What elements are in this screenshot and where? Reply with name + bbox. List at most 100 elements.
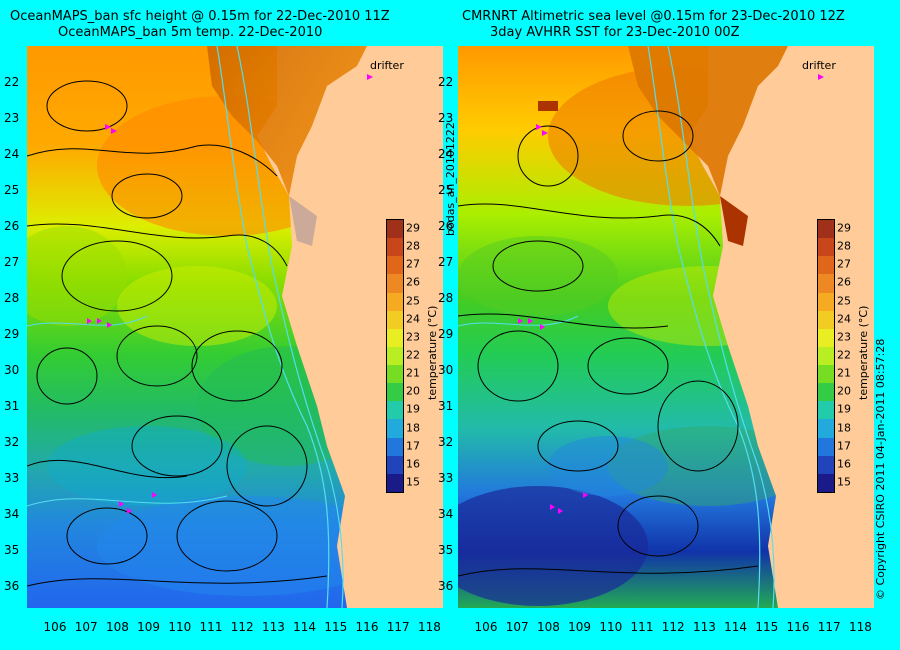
colorbar-swatch	[387, 328, 403, 348]
y-tick-label: 31	[4, 399, 20, 413]
colorbar-swatch	[818, 383, 834, 402]
left-title-line1: OceanMAPS_ban sfc height @ 0.15m for 22-…	[10, 9, 390, 24]
colorbar-tick-label: 25	[837, 294, 851, 308]
y-tick-label: 32	[438, 435, 454, 449]
colorbar-left	[386, 219, 404, 493]
colorbar-tick-label: 24	[406, 312, 420, 326]
right-map-panel	[458, 46, 874, 608]
y-tick-label: 35	[4, 543, 20, 557]
colorbar-swatch	[818, 238, 834, 257]
colorbar-tick-label: 27	[406, 257, 420, 271]
x-tick-label: 112	[230, 620, 254, 634]
x-tick-label: 118	[848, 620, 872, 634]
colorbar-swatch	[387, 455, 403, 475]
colorbar-swatch	[818, 455, 834, 475]
colorbar-tick-label: 16	[837, 457, 851, 471]
x-tick-label: 113	[692, 620, 716, 634]
colorbar-tick-label: 28	[837, 239, 851, 253]
colorbar-tick-label: 20	[406, 384, 420, 398]
colorbar-tick-label: 16	[406, 457, 420, 471]
colorbar-label-left: temperature (°C)	[426, 305, 439, 400]
colorbar-swatch	[818, 401, 834, 420]
colorbar-tick-label: 19	[406, 402, 420, 416]
y-tick-label: 35	[438, 543, 454, 557]
colorbar-swatch	[818, 473, 834, 493]
colorbar-tick-label: 28	[406, 239, 420, 253]
y-tick-label: 34	[438, 507, 454, 521]
y-tick-label: 36	[438, 579, 454, 593]
y-tick-label: 33	[4, 471, 20, 485]
colorbar-tick-label: 26	[837, 275, 851, 289]
colorbar-tick-label: 17	[406, 439, 420, 453]
colorbar-tick-label: 22	[837, 348, 851, 362]
colorbar-swatch	[387, 419, 403, 439]
x-tick-label: 106	[43, 620, 67, 634]
left-title-line2: OceanMAPS_ban 5m temp. 22-Dec-2010	[58, 25, 323, 40]
colorbar-swatch	[818, 419, 834, 439]
drifter-markers-right	[518, 74, 824, 514]
y-tick-label: 22	[438, 75, 454, 89]
x-tick-label: 117	[817, 620, 841, 634]
colorbar-swatch	[387, 292, 403, 312]
x-tick-label: 109	[137, 620, 161, 634]
colorbar-swatch	[818, 437, 834, 457]
x-tick-label: 111	[630, 620, 654, 634]
x-tick-label: 108	[536, 620, 560, 634]
y-tick-label: 30	[4, 363, 20, 377]
drifter-markers	[87, 74, 373, 514]
drifter-label-left: drifter	[370, 59, 404, 72]
left-map	[27, 46, 443, 608]
left-map-panel	[27, 46, 443, 608]
y-tick-label: 28	[438, 291, 454, 305]
y-tick-label: 27	[438, 255, 454, 269]
y-tick-label: 27	[4, 255, 20, 269]
x-tick-label: 114	[293, 620, 317, 634]
colorbar-swatch	[387, 346, 403, 366]
colorbar-swatch	[387, 310, 403, 330]
colorbar-swatch	[387, 365, 403, 384]
x-tick-label: 116	[786, 620, 810, 634]
colorbar-swatch	[387, 401, 403, 420]
y-tick-label: 26	[438, 219, 454, 233]
x-tick-label: 114	[724, 620, 748, 634]
y-tick-label: 31	[438, 399, 454, 413]
y-tick-label: 23	[438, 111, 454, 125]
x-tick-label: 116	[355, 620, 379, 634]
y-tick-label: 30	[438, 363, 454, 377]
y-tick-label: 29	[438, 327, 454, 341]
x-tick-label: 111	[199, 620, 223, 634]
x-tick-label: 117	[386, 620, 410, 634]
x-tick-label: 110	[168, 620, 192, 634]
colorbar-tick-label: 25	[406, 294, 420, 308]
y-tick-label: 25	[4, 183, 20, 197]
x-tick-label: 106	[474, 620, 498, 634]
colorbar-tick-label: 18	[406, 421, 420, 435]
y-tick-label: 23	[4, 111, 20, 125]
colorbar-swatch	[818, 274, 834, 294]
x-tick-label: 110	[599, 620, 623, 634]
right-title-line1: CMRNRT Altimetric sea level @0.15m for 2…	[462, 9, 845, 24]
colorbar-tick-label: 27	[837, 257, 851, 271]
x-tick-label: 112	[661, 620, 685, 634]
copyright-text: © Copyright CSIRO 2011 04-Jan-2011 08:57…	[874, 338, 887, 600]
colorbar-tick-label: 17	[837, 439, 851, 453]
y-tick-label: 28	[4, 291, 20, 305]
drifter-label-right: drifter	[802, 59, 836, 72]
colorbar-swatch	[387, 220, 403, 239]
y-tick-label: 32	[4, 435, 20, 449]
right-map	[458, 46, 874, 608]
y-tick-label: 22	[4, 75, 20, 89]
colorbar-swatch	[387, 274, 403, 294]
x-tick-label: 109	[568, 620, 592, 634]
colorbar-tick-label: 18	[837, 421, 851, 435]
y-tick-label: 34	[4, 507, 20, 521]
x-tick-label: 108	[105, 620, 129, 634]
colorbar-swatch	[818, 346, 834, 366]
y-tick-label: 24	[4, 147, 20, 161]
colorbar-swatch	[387, 437, 403, 457]
colorbar-tick-label: 21	[406, 366, 420, 380]
colorbar-swatch	[387, 256, 403, 275]
colorbar-tick-label: 15	[406, 475, 420, 489]
x-tick-label: 115	[324, 620, 348, 634]
colorbar-tick-label: 15	[837, 475, 851, 489]
